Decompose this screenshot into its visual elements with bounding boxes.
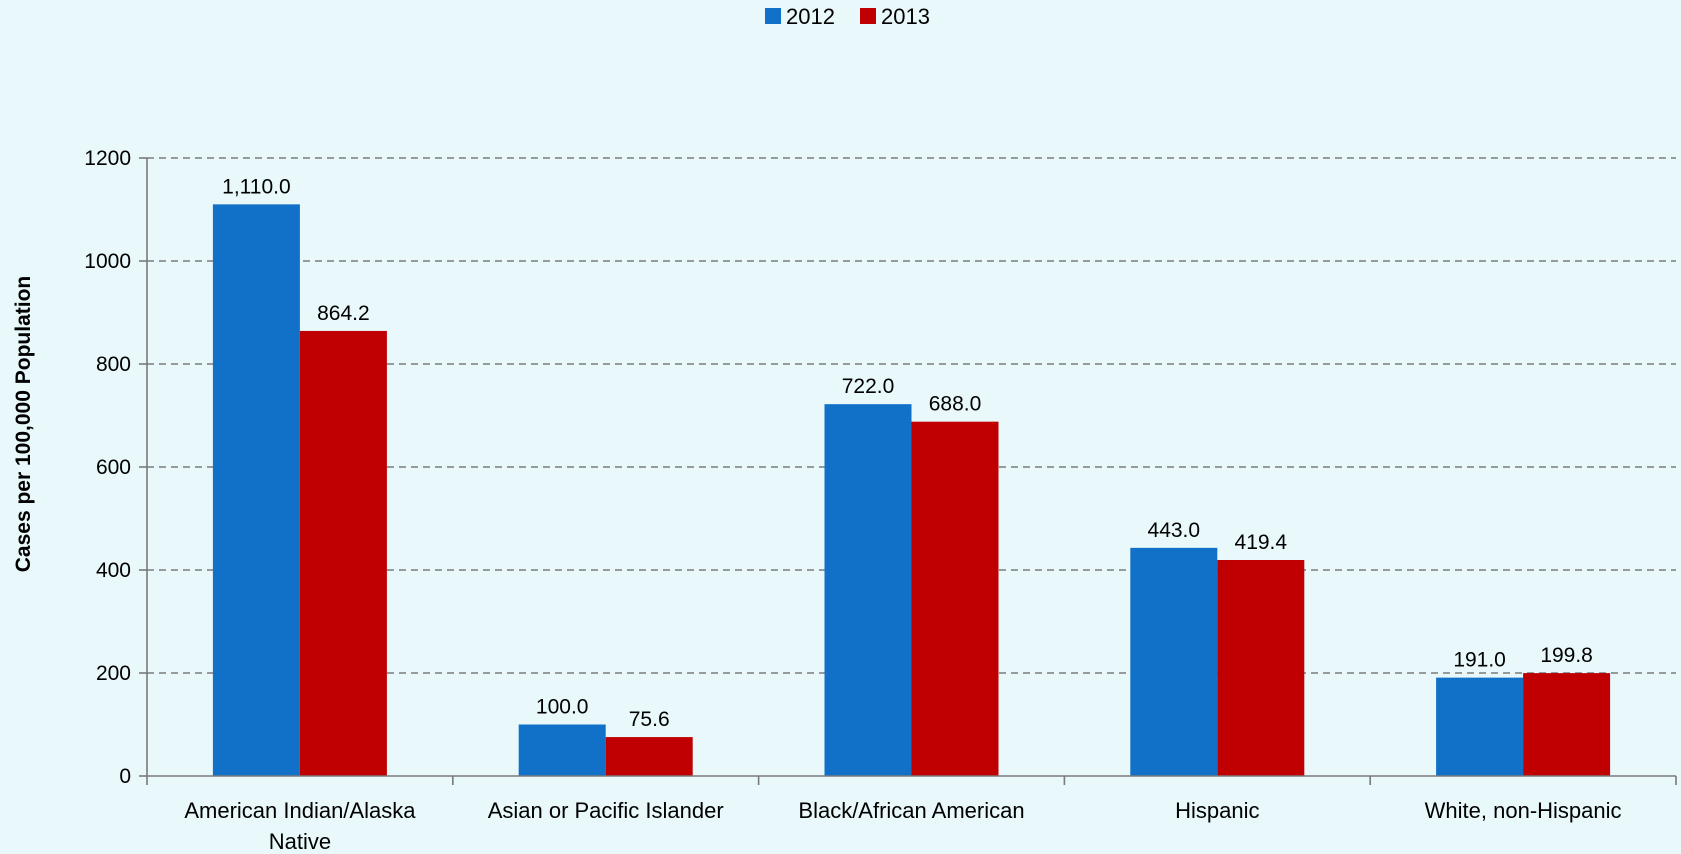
data-label-2012-3: 443.0: [1148, 519, 1201, 542]
labels: 0 200 400 600 800 1000 1200 1,110.0 864.2 America…: [84, 147, 1621, 854]
bar-2012-3: [1130, 547, 1218, 776]
category-label: Hispanic: [1175, 798, 1259, 823]
gridlines: [147, 157, 1676, 674]
legend-swatch-2013: [860, 8, 876, 24]
y-tick-label: 600: [96, 456, 131, 479]
bar-2012-4: [1436, 677, 1524, 776]
data-label-2012-4: 191.0: [1453, 649, 1506, 672]
bar-2013-1: [605, 737, 693, 776]
axes: [139, 157, 1677, 785]
bars: [212, 204, 1611, 777]
bar-2012-1: [518, 724, 606, 776]
category-label: Asian or Pacific Islander: [488, 798, 724, 823]
bar-2013-3: [1217, 560, 1305, 776]
data-label-2013-2: 688.0: [929, 393, 982, 416]
data-label-2013-3: 419.4: [1235, 531, 1288, 554]
data-label-2012-2: 722.0: [842, 375, 895, 398]
category-label: White, non-Hispanic: [1425, 798, 1622, 823]
bar-2013-4: [1523, 673, 1611, 776]
y-tick-label: 400: [96, 559, 131, 582]
category-label: American Indian/Alaska: [184, 798, 416, 823]
y-tick-label: 0: [119, 765, 131, 788]
category-label: Native: [269, 829, 331, 854]
bar-2013-2: [911, 421, 999, 776]
legend-label-2012: 2012: [786, 4, 835, 29]
legend: 2012 2013: [765, 4, 930, 29]
y-axis-title: Cases per 100,000 Population: [12, 276, 35, 572]
data-label-2013-4: 199.8: [1540, 644, 1593, 667]
category-label: Black/African American: [798, 798, 1024, 823]
data-label-2012-0: 1,110.0: [222, 175, 291, 198]
y-tick-label: 200: [96, 662, 131, 685]
bar-2013-0: [299, 330, 387, 776]
legend-label-2013: 2013: [881, 4, 930, 29]
bar-2012-0: [212, 204, 300, 777]
data-label-2013-1: 75.6: [629, 708, 670, 731]
data-label-2013-0: 864.2: [317, 302, 370, 325]
y-tick-label: 1000: [84, 250, 131, 273]
y-tick-label: 1200: [84, 147, 131, 170]
legend-swatch-2012: [765, 8, 781, 24]
data-label-2012-1: 100.0: [536, 696, 589, 719]
y-tick-label: 800: [96, 353, 131, 376]
bar-2012-2: [824, 404, 912, 776]
